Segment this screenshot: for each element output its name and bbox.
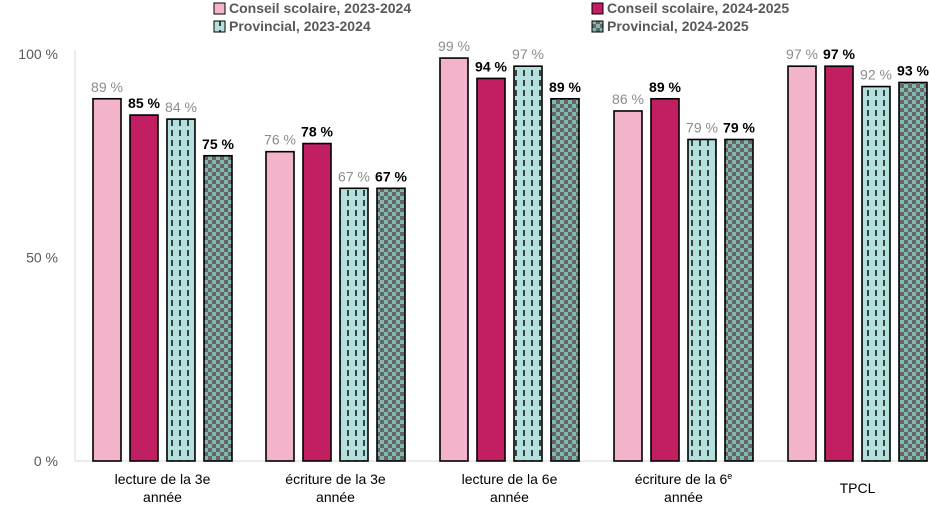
bar bbox=[787, 65, 817, 462]
x-tick-label-superscript: e bbox=[727, 471, 732, 481]
bar bbox=[613, 110, 643, 462]
bar bbox=[513, 65, 543, 462]
bar bbox=[129, 114, 159, 462]
x-tick-label: année bbox=[490, 489, 529, 505]
x-tick-label: TPCL bbox=[840, 480, 876, 496]
x-tick-label: lecture de la 3e bbox=[115, 471, 211, 487]
legend-label: Conseil scolaire, 2024-2025 bbox=[607, 0, 789, 16]
data-label: 86 % bbox=[612, 91, 644, 107]
bar bbox=[166, 118, 196, 462]
bar bbox=[203, 154, 233, 462]
bar bbox=[687, 138, 717, 462]
data-label: 78 % bbox=[301, 124, 333, 140]
data-label: 97 % bbox=[823, 46, 855, 62]
data-label: 93 % bbox=[897, 62, 929, 78]
bar bbox=[265, 150, 295, 462]
data-label: 97 % bbox=[512, 46, 544, 62]
data-label: 85 % bbox=[128, 95, 160, 111]
data-label: 79 % bbox=[686, 119, 718, 135]
y-tick-label: 0 % bbox=[34, 453, 58, 469]
data-label: 84 % bbox=[165, 99, 197, 115]
legend-label: Conseil scolaire, 2023-2024 bbox=[229, 0, 411, 16]
data-label: 92 % bbox=[860, 67, 892, 83]
legend-swatch bbox=[591, 20, 604, 33]
legend-swatch bbox=[213, 2, 226, 15]
x-tick-label: écriture de la 6e bbox=[635, 471, 733, 487]
x-tick-label: année bbox=[316, 489, 355, 505]
data-label: 97 % bbox=[786, 46, 818, 62]
data-label: 94 % bbox=[475, 58, 507, 74]
data-label: 79 % bbox=[723, 119, 755, 135]
legend-label: Provincial, 2023-2024 bbox=[229, 18, 371, 34]
x-tick-label: lecture de la 6e bbox=[462, 471, 558, 487]
bar bbox=[92, 97, 122, 462]
bar bbox=[861, 85, 891, 462]
x-tick-label: année bbox=[664, 489, 703, 505]
data-label: 99 % bbox=[438, 38, 470, 54]
bar bbox=[339, 187, 369, 462]
x-tick-label: année bbox=[143, 489, 182, 505]
bar bbox=[376, 187, 406, 462]
legend-label: Provincial, 2024-2025 bbox=[607, 18, 749, 34]
bar bbox=[898, 81, 928, 462]
bar bbox=[476, 77, 506, 462]
data-label: 89 % bbox=[649, 79, 681, 95]
y-tick-label: 100 % bbox=[18, 46, 58, 62]
x-tick-label: écriture de la 3e bbox=[285, 471, 386, 487]
data-label: 67 % bbox=[338, 168, 370, 184]
bar bbox=[824, 65, 854, 462]
bar bbox=[650, 97, 680, 462]
data-label: 76 % bbox=[264, 132, 296, 148]
data-label: 75 % bbox=[202, 136, 234, 152]
data-label: 89 % bbox=[549, 79, 581, 95]
bar bbox=[439, 57, 469, 462]
data-label: 67 % bbox=[375, 168, 407, 184]
bar bbox=[550, 97, 580, 462]
legend-swatch bbox=[213, 20, 226, 33]
bar bbox=[302, 142, 332, 462]
legend-swatch bbox=[591, 2, 604, 15]
data-label: 89 % bbox=[91, 79, 123, 95]
bar bbox=[724, 138, 754, 462]
y-tick-label: 50 % bbox=[26, 250, 58, 266]
